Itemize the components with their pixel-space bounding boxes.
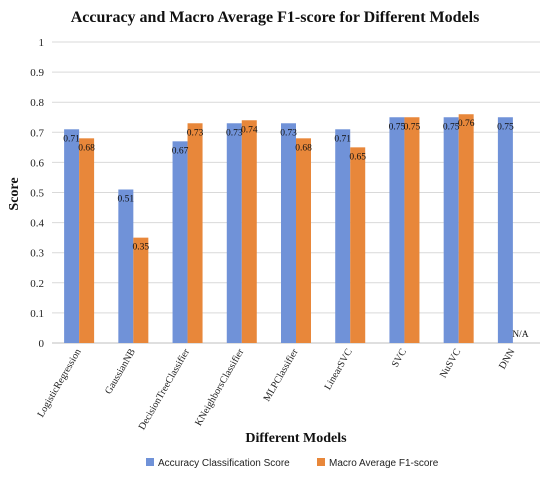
bar-LogisticRegression-series-0	[64, 129, 80, 343]
x-tick-label: SVC	[390, 347, 409, 370]
y-tick-label: 0.7	[30, 127, 44, 139]
legend: Accuracy Classification Score Macro Avera…	[146, 458, 439, 469]
x-axis-title: Different Models	[245, 431, 347, 446]
y-tick-label: 0	[39, 338, 45, 350]
data-label: 0.71	[334, 134, 351, 144]
data-label: 0.73	[226, 128, 243, 138]
data-label: 0.68	[295, 143, 312, 153]
bar-MLPClassifier-series-1	[296, 138, 311, 343]
data-label: 0.68	[78, 143, 95, 153]
bar-GaussianNB-series-0	[118, 189, 134, 343]
data-label: 0.76	[458, 119, 475, 129]
data-label: 0.51	[118, 194, 135, 204]
y-tick-label: 0.4	[30, 218, 44, 230]
bar-SVC-series-0	[389, 117, 405, 343]
y-axis-title: Score	[7, 177, 22, 210]
bar-DecisionTreeClassifier-series-1	[187, 123, 203, 344]
bar-KNeighborsClassifier-series-0	[226, 123, 242, 344]
y-tick-label: 0.2	[30, 278, 44, 290]
x-tick-label: DecisionTreeClassifier	[137, 346, 193, 432]
x-axis-ticks: LogisticRegression GaussianNBDecisionTree…	[36, 346, 518, 432]
bar-DNN-series-0	[497, 117, 513, 343]
y-tick-label: 1	[39, 37, 45, 49]
x-tick-label: KNeighborsClassifier	[193, 346, 246, 428]
y-tick-label: 0.5	[30, 188, 44, 200]
data-label: 0.75	[443, 122, 460, 132]
bar-GaussianNB-series-1	[133, 237, 149, 343]
y-tick-label: 0.8	[30, 97, 44, 109]
y-tick-label: 0.6	[30, 157, 44, 169]
legend-label-1: Macro Average F1-score	[329, 458, 439, 469]
y-axis-ticks: 0 0.1 0.2 0.3 0.4 0.5 0.6 0.7 0.8 0.9 1	[30, 37, 44, 350]
bar-LinearSVC-series-1	[350, 147, 366, 343]
x-tick-label: MLPClassifier	[262, 346, 301, 403]
bar-DecisionTreeClassifier-series-0	[172, 141, 188, 343]
data-label: 0.75	[404, 122, 421, 132]
data-label: 0.74	[241, 125, 258, 135]
data-label: 0.65	[349, 152, 366, 162]
bar-MLPClassifier-series-0	[281, 123, 296, 344]
legend-swatch-1	[317, 458, 325, 466]
data-label: 0.75	[497, 122, 514, 132]
bar-KNeighborsClassifier-series-1	[241, 120, 257, 343]
x-tick-label: GaussianNB	[103, 347, 138, 397]
y-tick-label: 0.3	[30, 248, 44, 260]
chart-title: Accuracy and Macro Average F1-score for …	[71, 9, 480, 26]
x-tick-label: NuSVC	[438, 347, 464, 380]
legend-swatch-0	[146, 458, 154, 466]
data-label: N/A	[512, 330, 529, 340]
bars	[64, 114, 513, 344]
bar-LinearSVC-series-0	[335, 129, 351, 343]
data-label: 0.73	[280, 128, 297, 138]
data-label: 0.73	[187, 128, 204, 138]
bar-NuSVC-series-1	[458, 114, 474, 344]
data-label: 0.75	[389, 122, 406, 132]
legend-label-0: Accuracy Classification Score	[158, 458, 290, 469]
data-label: 0.67	[172, 146, 189, 156]
data-label: 0.71	[63, 134, 80, 144]
x-tick-label: DNN	[497, 347, 517, 371]
bar-LogisticRegression-series-1	[79, 138, 95, 343]
x-tick-label: LinearSVC	[323, 347, 355, 392]
data-labels: 0.710.680.510.350.670.73 0.730.74 0.730.68…	[63, 119, 528, 340]
bar-NuSVC-series-0	[443, 117, 459, 343]
x-tick-label: LogisticRegression	[36, 347, 84, 419]
y-tick-label: 0.9	[30, 67, 44, 79]
data-label: 0.35	[133, 243, 150, 253]
bar-SVC-series-1	[404, 117, 420, 343]
y-tick-label: 0.1	[30, 308, 44, 320]
